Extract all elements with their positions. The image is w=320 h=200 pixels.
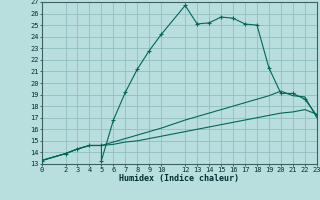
X-axis label: Humidex (Indice chaleur): Humidex (Indice chaleur): [119, 174, 239, 183]
